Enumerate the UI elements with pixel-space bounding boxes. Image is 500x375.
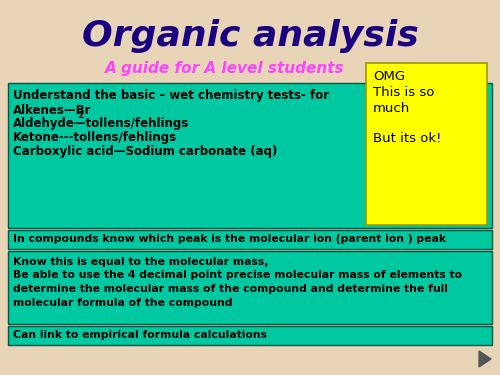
Text: Aldehyde—tollens/fehlings: Aldehyde—tollens/fehlings: [13, 117, 189, 130]
FancyBboxPatch shape: [8, 251, 492, 324]
Text: Can link to empirical formula calculations: Can link to empirical formula calculatio…: [13, 330, 267, 340]
Text: Carboxylic acid—Sodium carbonate (aq): Carboxylic acid—Sodium carbonate (aq): [13, 144, 278, 158]
Text: But its ok!: But its ok!: [373, 132, 442, 144]
Text: Ketone---tollens/fehlings: Ketone---tollens/fehlings: [13, 130, 177, 144]
Text: much: much: [373, 102, 410, 114]
Text: A guide for A level students: A guide for A level students: [105, 60, 345, 75]
FancyBboxPatch shape: [8, 230, 492, 249]
Text: Be able to use the 4 decimal point precise molecular mass of elements to: Be able to use the 4 decimal point preci…: [13, 270, 462, 280]
Text: Alkenes—Br: Alkenes—Br: [13, 105, 92, 117]
Text: 2: 2: [77, 111, 83, 120]
Text: determine the molecular mass of the compound and determine the full: determine the molecular mass of the comp…: [13, 284, 448, 294]
Text: OMG: OMG: [373, 69, 405, 82]
Text: In compounds know which peak is the molecular ion (parent ion ) peak: In compounds know which peak is the mole…: [13, 234, 446, 244]
Text: molecular formula of the compound: molecular formula of the compound: [13, 298, 232, 308]
Text: Understand the basic – wet chemistry tests- for: Understand the basic – wet chemistry tes…: [13, 90, 329, 102]
Text: Organic analysis: Organic analysis: [82, 19, 418, 53]
FancyBboxPatch shape: [8, 326, 492, 345]
FancyBboxPatch shape: [366, 63, 487, 225]
FancyBboxPatch shape: [8, 83, 492, 228]
Text: Know this is equal to the molecular mass,: Know this is equal to the molecular mass…: [13, 257, 268, 267]
Text: This is so: This is so: [373, 86, 434, 99]
Polygon shape: [479, 351, 491, 367]
